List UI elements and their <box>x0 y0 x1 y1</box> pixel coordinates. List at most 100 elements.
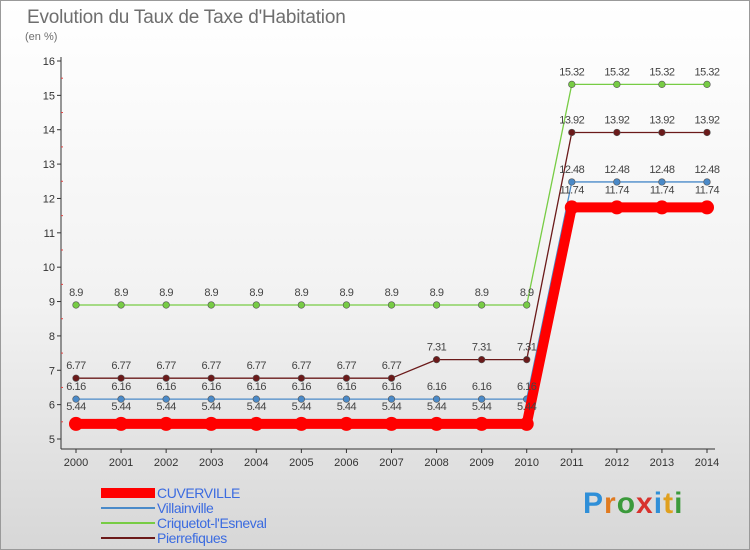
data-label: 8.9 <box>340 287 354 299</box>
y-tick-label: 6 <box>49 400 55 412</box>
data-point <box>252 395 260 403</box>
data-point <box>703 178 711 186</box>
y-tick-label: 10 <box>43 262 55 274</box>
data-point <box>252 301 260 309</box>
data-label: 6.16 <box>156 381 176 393</box>
data-label: 6.16 <box>66 381 86 393</box>
data-label: 13.92 <box>694 114 719 126</box>
y-tick-label: 9 <box>49 297 55 309</box>
data-point <box>207 374 215 382</box>
data-label: 5.44 <box>111 401 131 413</box>
legend-swatch <box>101 506 155 509</box>
chart-unit: (en %) <box>25 31 58 43</box>
y-tick-label: 16 <box>43 56 55 68</box>
data-point <box>249 416 264 431</box>
data-label: 8.9 <box>159 287 173 299</box>
data-point <box>429 416 444 431</box>
data-point <box>69 416 83 431</box>
data-point <box>162 374 170 382</box>
data-point <box>159 416 174 431</box>
data-label: 8.9 <box>385 287 399 299</box>
brand-letter: o <box>616 487 637 520</box>
y-tick-label: 14 <box>43 125 55 137</box>
data-point <box>613 128 621 137</box>
data-label: 8.9 <box>69 287 83 299</box>
legend-item: Criquetot-l'Esneval <box>101 515 267 531</box>
data-point <box>342 374 351 382</box>
data-point <box>117 395 125 403</box>
data-point <box>703 128 711 137</box>
data-label: 12.48 <box>694 164 719 176</box>
data-label: 13.92 <box>604 114 629 126</box>
brand-logo: Proxiti <box>583 487 683 521</box>
data-label: 11.74 <box>605 184 630 196</box>
data-label: 6.16 <box>247 381 267 393</box>
data-point <box>297 301 305 309</box>
x-tick-label: 2008 <box>424 457 448 469</box>
data-point <box>568 128 576 137</box>
data-point <box>613 178 621 186</box>
legend-label: Pierrefiques <box>157 529 227 546</box>
data-point <box>523 301 531 309</box>
x-tick-label: 2005 <box>289 457 313 469</box>
data-point <box>519 416 534 431</box>
data-point <box>117 301 125 309</box>
data-label: 6.16 <box>292 381 312 393</box>
data-point <box>568 80 576 88</box>
legend-item: Pierrefiques <box>101 529 266 546</box>
data-labels: 8.9 8.9 8.9 8.9 8.9 8.9 8.9 8.9 8.9 8.9 8.9 15.32 15… <box>66 66 720 413</box>
legend-item: Villainville <box>101 500 266 516</box>
data-label: 15.32 <box>559 66 584 78</box>
y-tick-label: 15 <box>43 90 55 102</box>
legend: CUVERVILLE Villainville Criquetot-l'Esneva… <box>101 485 267 546</box>
data-point <box>384 416 399 431</box>
data-point <box>613 80 621 88</box>
data-label: 5.44 <box>66 401 86 413</box>
data-point <box>478 301 486 309</box>
legend-swatch <box>101 487 155 498</box>
data-point <box>207 395 215 403</box>
data-label: 15.32 <box>604 66 629 78</box>
series-layer <box>69 80 714 431</box>
data-label: 13.92 <box>649 114 674 126</box>
data-label: 7.31 <box>517 342 537 354</box>
data-label: 8.9 <box>520 287 534 299</box>
data-label: 15.32 <box>649 66 674 78</box>
data-point <box>342 301 351 309</box>
data-point <box>207 301 215 309</box>
data-point <box>609 200 624 215</box>
brand-letter: i <box>674 487 684 520</box>
data-point <box>387 374 396 382</box>
data-label: 5.44 <box>337 401 357 413</box>
data-label: 6.77 <box>66 360 86 372</box>
data-label: 13.92 <box>559 114 584 126</box>
y-tick-label: 8 <box>49 331 55 343</box>
data-label: 6.77 <box>247 360 267 372</box>
data-point <box>523 356 531 364</box>
x-tick-label: 2003 <box>199 457 223 469</box>
x-tick-label: 2012 <box>605 457 629 469</box>
data-point <box>474 416 489 431</box>
chart-title: Evolution du Taux de Taxe d'Habitation <box>27 7 346 28</box>
data-point <box>387 395 396 403</box>
brand-letter: r <box>604 487 617 520</box>
legend-swatch <box>101 521 155 524</box>
data-label: 6.16 <box>427 381 447 393</box>
data-label: 12.48 <box>559 164 584 176</box>
y-tick-label: 11 <box>44 228 55 240</box>
axes: 5 6 7 8 9 10 11 12 13 14 15 16 2000 2001 2002 2003 2004 2… <box>43 56 719 469</box>
data-point <box>478 356 486 364</box>
data-point <box>700 200 714 215</box>
x-tick-label: 2000 <box>64 457 88 469</box>
data-label: 8.9 <box>114 287 128 299</box>
data-point <box>339 416 354 431</box>
data-label: 5.44 <box>427 401 447 413</box>
x-tick-label: 2007 <box>379 457 403 469</box>
data-point <box>658 128 666 137</box>
data-label: 6.16 <box>111 381 131 393</box>
legend-item: CUVERVILLE <box>101 485 266 501</box>
data-point <box>654 200 669 215</box>
y-tick-label: 12 <box>43 193 55 205</box>
x-tick-label: 2011 <box>560 457 584 469</box>
